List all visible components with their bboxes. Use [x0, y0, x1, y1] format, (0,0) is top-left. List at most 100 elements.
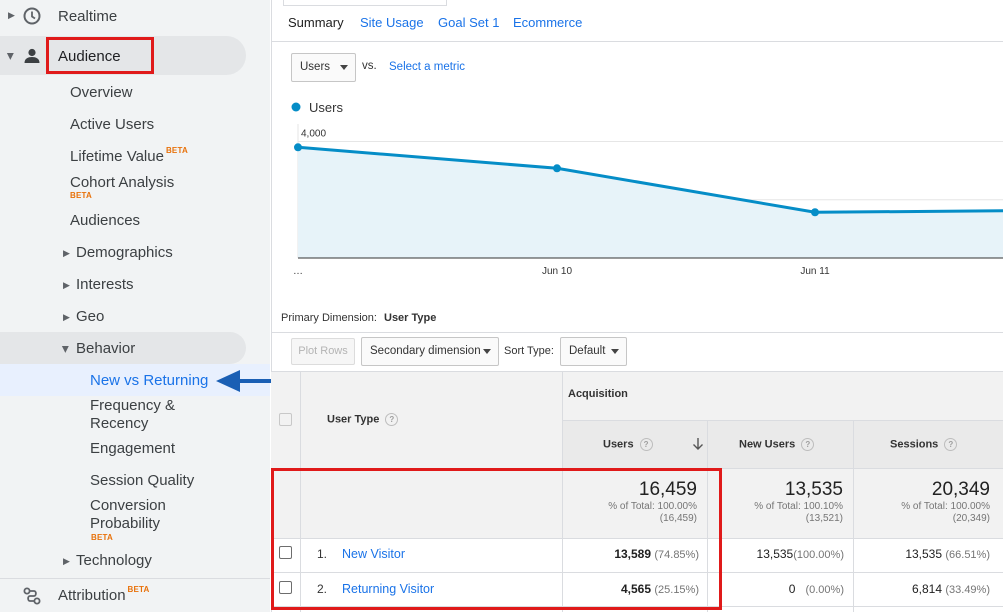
legend-dot — [291, 102, 301, 112]
cell-value: 13,535 — [756, 547, 794, 561]
divider — [271, 0, 272, 612]
nav-audiences[interactable]: Audiences — [70, 212, 141, 229]
divider — [271, 41, 1003, 42]
row-link-new-visitor[interactable]: New Visitor — [342, 547, 405, 561]
nav-active-users[interactable]: Active Users — [70, 116, 155, 133]
row-checkbox[interactable] — [279, 546, 292, 559]
select-all-checkbox[interactable] — [279, 413, 292, 426]
total-abs: (16,459) — [659, 513, 697, 524]
cell-pct: (100.00%) — [793, 549, 844, 561]
chevron-down-icon — [611, 349, 619, 354]
total-pct: % of Total: 100.10% — [754, 501, 843, 512]
row-new-users: 13,535(100.00%) — [708, 547, 844, 561]
cell-value: 0 — [788, 582, 796, 596]
new-users-column-header[interactable]: New Users? — [739, 438, 815, 451]
nav-geo[interactable]: Geo — [76, 308, 105, 325]
row-link-returning-visitor[interactable]: Returning Visitor — [342, 582, 435, 596]
expand-right-icon[interactable]: ▶ — [63, 248, 70, 258]
nav-overview[interactable]: Overview — [70, 84, 133, 101]
expand-down-icon[interactable]: ▶ — [5, 53, 16, 60]
chevron-down-icon — [340, 65, 348, 70]
row-checkbox[interactable] — [279, 581, 292, 594]
nav-demographics[interactable]: Demographics — [76, 244, 173, 261]
nav-audience-row[interactable] — [0, 36, 246, 75]
series-line — [297, 145, 1003, 214]
tab-goal-set[interactable]: Goal Set 1 — [438, 15, 500, 30]
tab-ecommerce[interactable]: Ecommerce — [513, 15, 583, 30]
plot-rows-button[interactable]: Plot Rows — [291, 338, 355, 365]
divider — [271, 371, 1003, 372]
users-column-header[interactable]: Users? — [603, 438, 653, 451]
nav-session-quality[interactable]: Session Quality — [90, 472, 195, 489]
nav-frequency-recency[interactable]: Frequency & Recency — [90, 397, 176, 432]
report-main: Summary Site Usage Goal Set 1 Ecommerce … — [271, 0, 1003, 612]
row-users: 13,589 (74.85%) — [563, 547, 699, 561]
sort-type-dropdown[interactable]: Default — [560, 337, 627, 366]
cell-value: 4,565 — [620, 582, 652, 596]
beta-badge: BETA — [165, 146, 188, 155]
tab-summary[interactable]: Summary — [288, 15, 344, 30]
sidebar-nav: ▶ Realtime ▶ Audience Overview Active Us… — [0, 0, 270, 612]
expand-right-icon[interactable]: ▶ — [63, 312, 70, 322]
user-type-column-header[interactable]: User Type? — [327, 413, 399, 426]
nav-conversion-probability-label: Conversion Probability — [90, 497, 166, 532]
sort-type-label: Sort Type: — [504, 345, 554, 357]
total-value: 13,535 — [784, 479, 843, 500]
sessions-column-header[interactable]: Sessions? — [890, 438, 958, 451]
nav-conversion-probability[interactable]: Conversion Probability BETA — [90, 497, 190, 542]
attribution-icon — [23, 587, 41, 605]
total-users: 16,459 % of Total: 100.00% (16,459) — [563, 479, 697, 525]
users-header-label: Users — [603, 438, 634, 451]
tab-site-usage[interactable]: Site Usage — [360, 15, 424, 30]
total-value: 20,349 — [931, 479, 990, 500]
divider — [283, 5, 447, 6]
nav-interests[interactable]: Interests — [76, 276, 134, 293]
help-icon[interactable]: ? — [639, 438, 653, 451]
secondary-dimension-label: Secondary dimension — [370, 345, 481, 357]
nav-realtime[interactable]: Realtime — [58, 8, 118, 25]
secondary-dimension-dropdown[interactable]: Secondary dimension — [361, 337, 499, 366]
nav-technology[interactable]: Technology — [76, 552, 152, 569]
chevron-down-icon — [483, 349, 491, 354]
divider — [271, 332, 1003, 333]
select-metric-link[interactable]: Select a metric — [389, 61, 466, 73]
total-abs: (13,521) — [805, 513, 843, 524]
row-sessions: 6,814 (33.49%) — [854, 582, 990, 596]
x-tick-label: Jun 11 — [800, 266, 830, 277]
sort-type-value: Default — [569, 345, 606, 357]
divider — [562, 371, 563, 612]
nav-attribution[interactable]: Attribution BETA — [58, 585, 150, 604]
nav-new-vs-returning[interactable]: New vs Returning — [90, 372, 209, 389]
expand-down-icon[interactable]: ▶ — [60, 346, 71, 353]
cell-value: 13,589 — [614, 547, 652, 561]
nav-cohort-analysis[interactable]: Cohort Analysis BETA — [70, 174, 174, 200]
nav-behavior-row[interactable] — [0, 332, 246, 364]
metric-dropdown[interactable]: Users — [291, 53, 356, 82]
expand-right-icon[interactable]: ▶ — [8, 10, 15, 20]
divider — [446, 0, 447, 6]
primary-dimension-label: Primary Dimension: — [281, 312, 377, 324]
nav-audience[interactable]: Audience — [58, 48, 121, 65]
divider — [707, 420, 708, 612]
sessions-header-label: Sessions — [890, 438, 939, 451]
expand-right-icon[interactable]: ▶ — [63, 556, 70, 566]
x-tick-label: Jun 10 — [542, 266, 572, 277]
nav-lifetime-value-label: Lifetime Value — [70, 148, 164, 165]
beta-badge: BETA — [70, 191, 92, 200]
acquisition-group-header: Acquisition — [568, 388, 628, 400]
nav-behavior[interactable]: Behavior — [76, 340, 136, 357]
help-icon[interactable]: ? — [944, 438, 958, 451]
total-pct: % of Total: 100.00% — [608, 501, 697, 512]
cell-value: 13,535 — [905, 547, 943, 561]
primary-dimension-value[interactable]: User Type — [384, 312, 437, 324]
divider — [853, 420, 854, 612]
x-tick-label: … — [293, 266, 303, 277]
sort-descending-icon[interactable] — [692, 437, 704, 451]
table-totals-row — [271, 468, 1003, 538]
nav-lifetime-value[interactable]: Lifetime Value BETA — [70, 146, 188, 165]
help-icon[interactable]: ? — [801, 438, 815, 451]
expand-right-icon[interactable]: ▶ — [63, 280, 70, 290]
divider — [271, 538, 1003, 539]
nav-engagement[interactable]: Engagement — [90, 440, 176, 457]
help-icon[interactable]: ? — [385, 413, 399, 426]
